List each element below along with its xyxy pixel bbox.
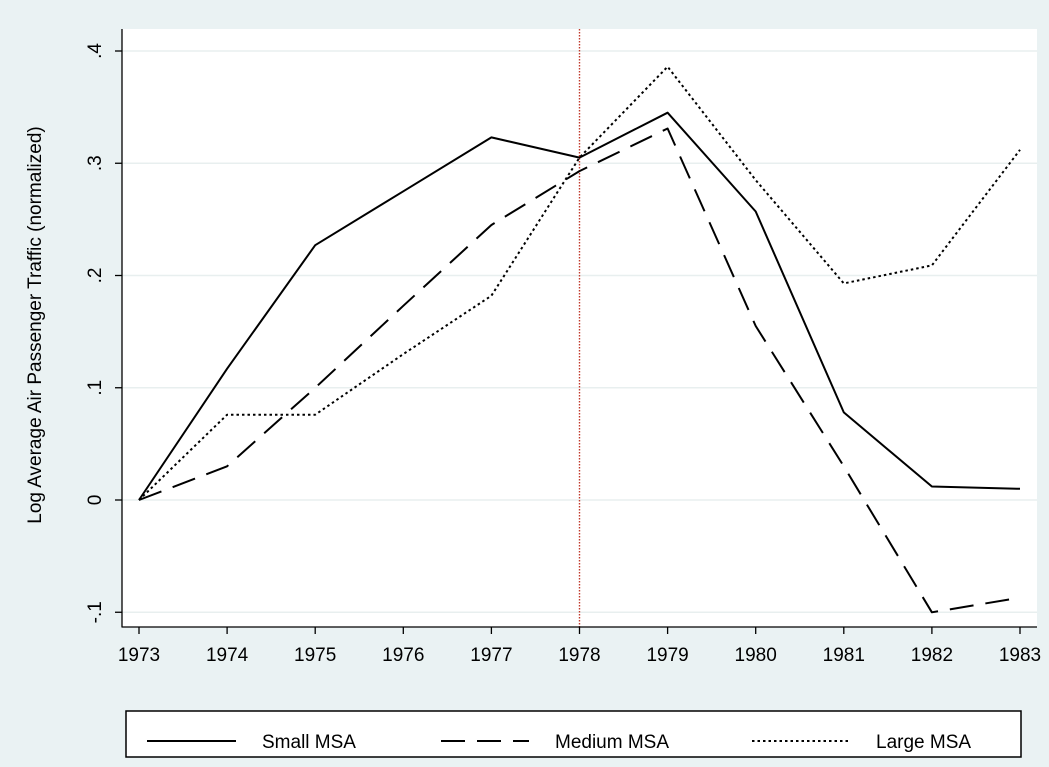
legend-label-large-msa: Large MSA — [876, 732, 971, 753]
legend-label-small-msa: Small MSA — [262, 732, 356, 753]
x-tick-label: 1981 — [823, 645, 865, 666]
legend-label-medium-msa: Medium MSA — [555, 732, 669, 753]
y-axis-label: Log Average Air Passenger Traffic (norma… — [25, 126, 46, 523]
x-tick-label: 1982 — [911, 645, 953, 666]
x-tick-label: 1977 — [470, 645, 512, 666]
y-tick-label: .4 — [85, 43, 106, 59]
y-tick-label: .2 — [85, 268, 106, 284]
series-line-medium-msa — [138, 127, 1021, 614]
x-tick-label: 1973 — [118, 645, 160, 666]
series-line-small-msa — [138, 111, 1021, 501]
x-tick-label: 1975 — [294, 645, 336, 666]
x-tick-label: 1974 — [206, 645, 249, 666]
series-line-large-msa — [138, 65, 1021, 501]
series-lines — [138, 65, 1021, 614]
axes: -.1 0 .1 .2 .3 .4 1973 1974 1975 1976 1977 1978 1979… — [85, 29, 1041, 666]
x-tick-label: 1979 — [646, 645, 688, 666]
y-tick-label: .3 — [85, 155, 106, 171]
y-tick-label: -.1 — [85, 601, 106, 623]
legend: Small MSA Medium MSA Large MSA — [125, 710, 1022, 758]
y-tick-label: 0 — [85, 495, 106, 506]
y-tick-label: .1 — [85, 380, 106, 396]
legend-box — [125, 710, 1022, 758]
x-tick-label: 1978 — [558, 645, 600, 666]
x-tick-label: 1980 — [735, 645, 777, 666]
x-tick-label: 1976 — [382, 645, 424, 666]
x-tick-label: 1983 — [999, 645, 1041, 666]
